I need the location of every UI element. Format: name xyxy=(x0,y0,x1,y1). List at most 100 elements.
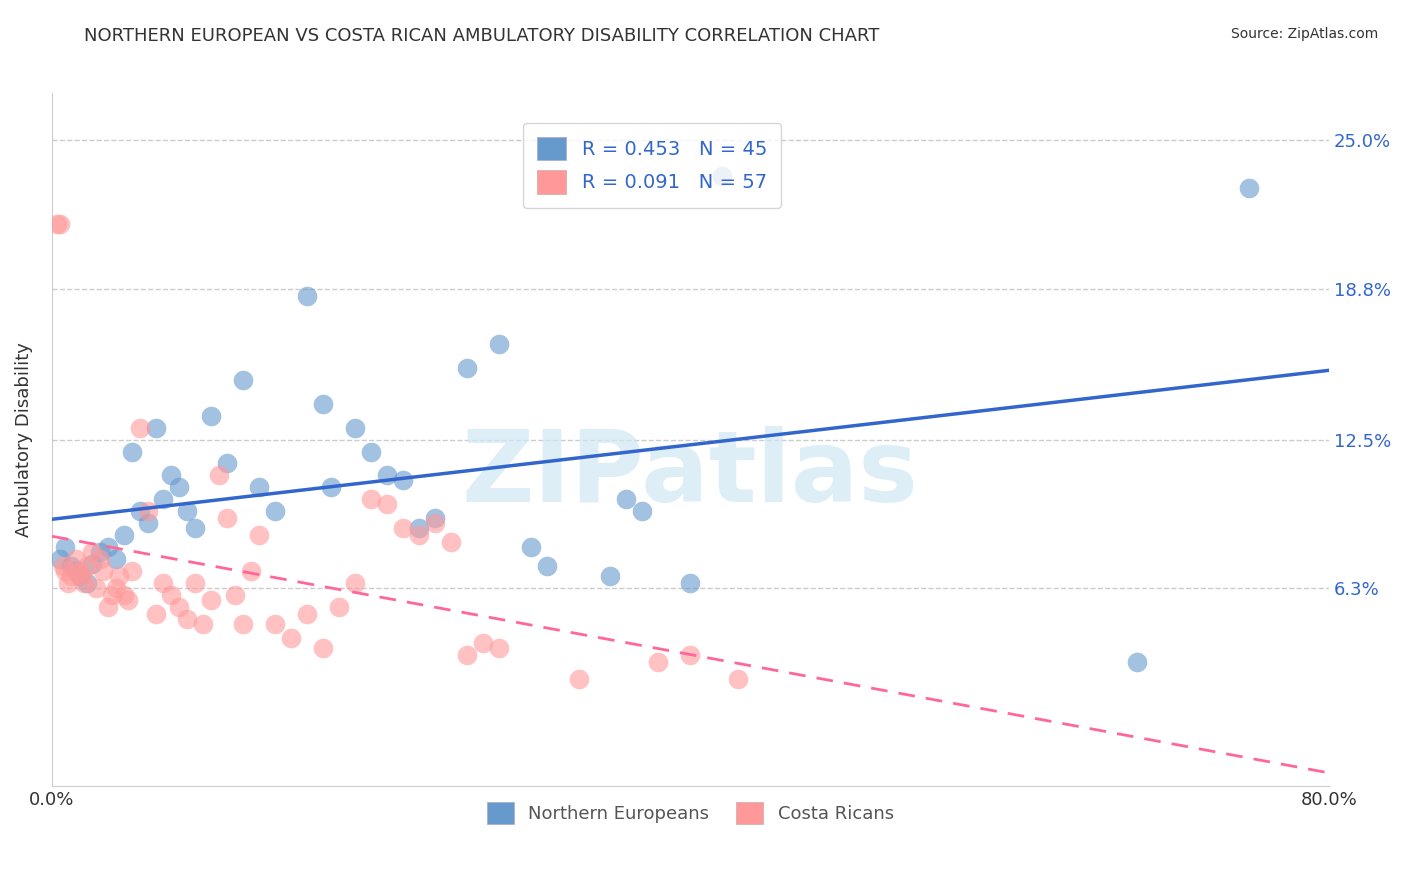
Text: ZIPatlas: ZIPatlas xyxy=(463,425,918,523)
Point xyxy=(91,564,114,578)
Point xyxy=(59,569,82,583)
Point xyxy=(112,588,135,602)
Point xyxy=(344,576,367,591)
Point xyxy=(456,360,478,375)
Point xyxy=(89,545,111,559)
Point xyxy=(679,576,702,591)
Point xyxy=(224,588,246,602)
Point xyxy=(616,492,638,507)
Point xyxy=(53,540,76,554)
Point xyxy=(200,409,222,423)
Point xyxy=(488,336,510,351)
Point xyxy=(70,569,93,583)
Point xyxy=(440,535,463,549)
Point xyxy=(679,648,702,662)
Point xyxy=(344,420,367,434)
Point xyxy=(599,569,621,583)
Point xyxy=(193,616,215,631)
Point xyxy=(471,636,494,650)
Point xyxy=(247,480,270,494)
Point xyxy=(52,559,75,574)
Point xyxy=(295,607,318,622)
Point xyxy=(169,600,191,615)
Point xyxy=(136,504,159,518)
Point xyxy=(375,497,398,511)
Point xyxy=(76,559,98,574)
Point xyxy=(631,504,654,518)
Point xyxy=(240,564,263,578)
Point xyxy=(568,672,591,686)
Point xyxy=(76,576,98,591)
Point xyxy=(107,569,129,583)
Point xyxy=(48,552,70,566)
Point xyxy=(80,545,103,559)
Point xyxy=(112,528,135,542)
Point xyxy=(1237,181,1260,195)
Point xyxy=(232,616,254,631)
Point xyxy=(80,557,103,571)
Point xyxy=(67,564,90,578)
Point xyxy=(456,648,478,662)
Point xyxy=(408,528,430,542)
Point xyxy=(169,480,191,494)
Point xyxy=(89,552,111,566)
Point xyxy=(145,420,167,434)
Point xyxy=(65,564,87,578)
Point xyxy=(208,468,231,483)
Point xyxy=(392,521,415,535)
Point xyxy=(711,169,734,184)
Point xyxy=(536,559,558,574)
Point xyxy=(160,468,183,483)
Point xyxy=(97,540,120,554)
Point xyxy=(217,511,239,525)
Point xyxy=(321,480,343,494)
Point xyxy=(101,588,124,602)
Point xyxy=(200,592,222,607)
Point xyxy=(136,516,159,531)
Point xyxy=(59,559,82,574)
Point xyxy=(392,473,415,487)
Point xyxy=(160,588,183,602)
Point xyxy=(328,600,350,615)
Text: NORTHERN EUROPEAN VS COSTA RICAN AMBULATORY DISABILITY CORRELATION CHART: NORTHERN EUROPEAN VS COSTA RICAN AMBULAT… xyxy=(84,27,880,45)
Point xyxy=(97,600,120,615)
Point xyxy=(69,569,91,583)
Point xyxy=(488,640,510,655)
Y-axis label: Ambulatory Disability: Ambulatory Disability xyxy=(15,343,32,537)
Point xyxy=(176,504,198,518)
Point xyxy=(519,540,541,554)
Point xyxy=(152,492,174,507)
Point xyxy=(184,576,207,591)
Point xyxy=(247,528,270,542)
Point xyxy=(727,672,749,686)
Point xyxy=(280,631,302,645)
Point xyxy=(104,552,127,566)
Point xyxy=(408,521,430,535)
Point xyxy=(128,504,150,518)
Point xyxy=(145,607,167,622)
Point xyxy=(104,581,127,595)
Point xyxy=(128,420,150,434)
Point xyxy=(121,564,143,578)
Point xyxy=(423,516,446,531)
Point xyxy=(295,289,318,303)
Point xyxy=(217,457,239,471)
Point xyxy=(45,217,67,231)
Point xyxy=(360,444,382,458)
Point xyxy=(53,564,76,578)
Point xyxy=(423,511,446,525)
Point xyxy=(264,616,287,631)
Point xyxy=(65,552,87,566)
Point xyxy=(647,655,669,669)
Point xyxy=(86,581,108,595)
Point xyxy=(56,576,79,591)
Point xyxy=(360,492,382,507)
Point xyxy=(152,576,174,591)
Point xyxy=(73,576,96,591)
Point xyxy=(375,468,398,483)
Point xyxy=(121,444,143,458)
Point xyxy=(48,217,70,231)
Point xyxy=(117,592,139,607)
Point xyxy=(312,397,335,411)
Point xyxy=(176,612,198,626)
